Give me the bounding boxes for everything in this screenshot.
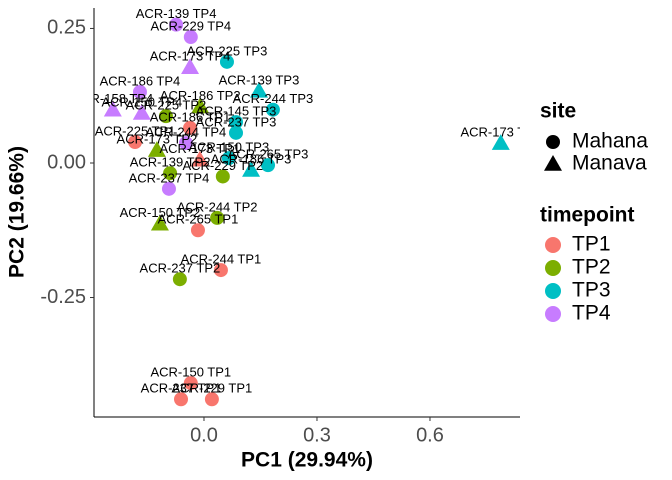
x-tick-label: 0.3 (303, 424, 331, 446)
legend-label: TP2 (572, 256, 611, 279)
point (249, 81, 268, 98)
point (204, 392, 219, 407)
point (210, 210, 225, 225)
point-label: ACR-158 TP4 (72, 91, 153, 106)
legend-key (544, 155, 562, 171)
point-label: ACR-150 TP2 (120, 205, 201, 220)
point-label: ACR-265 TP3 (228, 147, 309, 162)
point-label: ACR-265 TP1 (158, 212, 239, 227)
point-label: ACR-139 TP4 (136, 6, 217, 21)
legend-key (546, 135, 560, 149)
point (191, 97, 210, 114)
legend-key (545, 260, 561, 276)
point-label: ACR-237 TP4 (129, 170, 210, 185)
point (242, 160, 261, 177)
point-label: ACR-225 TP1 (95, 123, 176, 138)
point (261, 158, 276, 173)
point-label: ACR-173 TP3 (460, 125, 541, 140)
point-label: ACR-229 TP2 (182, 158, 263, 173)
point (132, 84, 147, 99)
legend-label: TP3 (572, 279, 611, 302)
point-label: ACR-173 TP2 (117, 132, 198, 147)
x-tick-label: 0.0 (190, 424, 218, 446)
point-label: ACR-139 TP2 (130, 155, 211, 170)
point (103, 100, 122, 117)
x-tick-label: 0.6 (416, 424, 444, 446)
point (229, 125, 243, 140)
point (265, 102, 280, 117)
point (221, 151, 236, 166)
y-tick-label: 0.00 (47, 151, 86, 173)
point (128, 135, 143, 150)
point-label: ACR-139 TP3 (219, 72, 300, 87)
point (147, 141, 166, 157)
y-axis-title: PC2 (19.66%) (6, 146, 29, 278)
point (169, 17, 184, 32)
legend-label: Manava (572, 152, 647, 175)
point (161, 181, 176, 196)
legend-label: Mahana (572, 130, 648, 153)
point-label: ACR-244 TP2 (177, 199, 258, 214)
point-label: ACR-229 TP1 (172, 381, 253, 396)
point-label: ACR-186 TP3 (211, 151, 292, 166)
point-label: ACR-173 TP1 (159, 141, 240, 156)
point (183, 30, 198, 45)
point-label: ACR-173 TP4 (150, 49, 231, 64)
point (491, 134, 510, 150)
point-label: ACR-186 TP1 (150, 109, 231, 124)
point-label: ACR-244 TP3 (233, 91, 314, 106)
legend-label: TP1 (572, 233, 611, 256)
y-tick-label: 0.25 (47, 17, 86, 39)
point (174, 392, 189, 407)
point-label: ACR-237 TP1 (141, 381, 222, 396)
point (219, 54, 234, 69)
point (181, 58, 200, 74)
point (183, 121, 198, 136)
x-axis-title: PC1 (29.94%) (241, 449, 373, 472)
point-label: ACR-229 TP4 (150, 18, 231, 33)
point-label: ACR-150 TP4 (101, 94, 182, 109)
point-label: ACR-244 TP4 (146, 125, 227, 140)
point-label: ACR-150 TP3 (188, 140, 269, 155)
point-label: ACR-225 TP3 (187, 43, 268, 58)
point (190, 150, 209, 167)
legend-title: site (540, 100, 576, 123)
point-label: ACR-145 TP3 (196, 104, 277, 119)
legend-title: timepoint (540, 204, 635, 227)
point-label: ACR-237 TP2 (140, 261, 221, 276)
legend-label: TP4 (572, 302, 611, 325)
point-label: ACR-150 TP1 (150, 365, 231, 380)
point-label: ACR-186 TP4 (100, 73, 181, 88)
point (163, 166, 178, 181)
point-label: ACR-186 TP2 (160, 88, 241, 103)
point (215, 169, 230, 184)
point (183, 376, 198, 391)
point (150, 214, 169, 231)
point (178, 136, 193, 151)
point-label: ACR-237 TP3 (196, 114, 277, 129)
legend-key (545, 237, 561, 253)
legend-key (545, 306, 561, 322)
y-tick-label: -0.25 (40, 286, 86, 308)
point (190, 223, 205, 238)
legend-key (545, 283, 561, 299)
point (229, 115, 243, 130)
point-label: ACR-244 TP1 (181, 252, 262, 267)
point-label: ACR-225 TP2 (126, 98, 207, 113)
point (132, 103, 151, 120)
point (172, 272, 187, 287)
point (158, 109, 173, 124)
point (213, 263, 228, 278)
